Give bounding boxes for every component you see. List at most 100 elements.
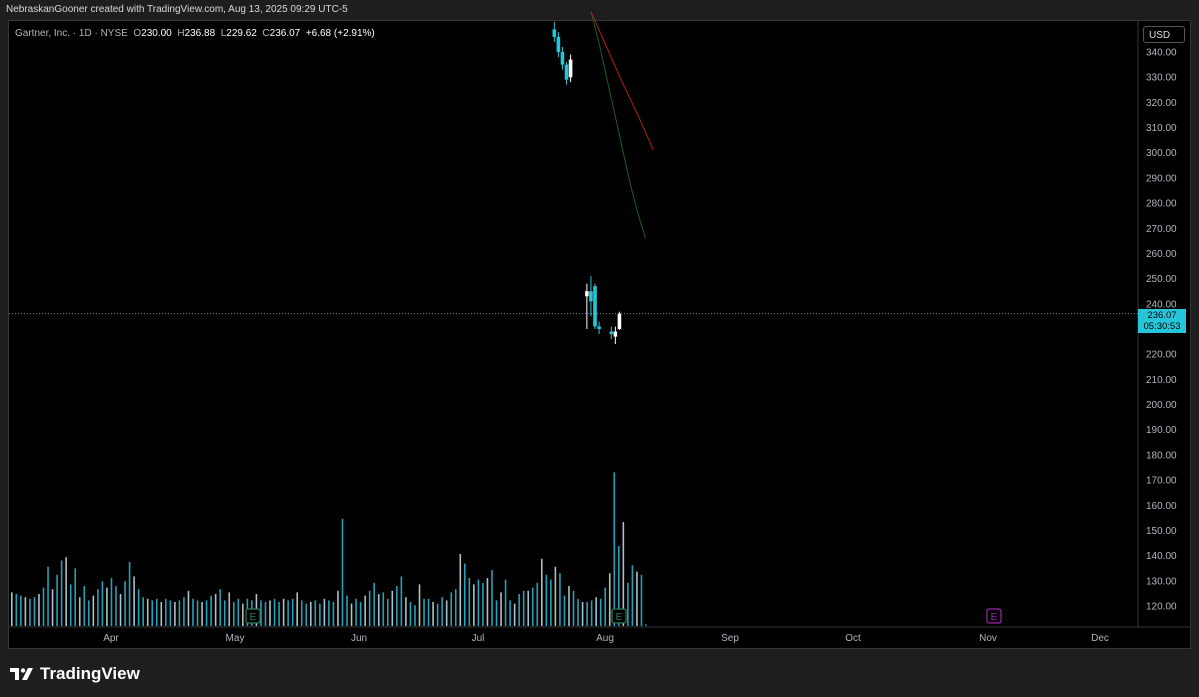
candle-body <box>609 331 614 335</box>
volume-bar <box>400 576 403 626</box>
volume-bar <box>590 600 593 626</box>
volume-bar <box>468 578 471 626</box>
volume-bar <box>97 589 99 626</box>
volume-bar <box>477 579 480 626</box>
volume-bar <box>142 597 144 626</box>
volume-bar <box>282 598 285 626</box>
earnings-marker-icon <box>611 608 627 624</box>
close-label: C <box>262 28 270 39</box>
low-value: 229.62 <box>226 28 257 39</box>
tradingview-logo-icon <box>10 668 33 680</box>
candle-body <box>597 326 601 329</box>
volume-bar <box>15 594 18 626</box>
volume-bar <box>577 598 579 626</box>
y-tick-label: 170.00 <box>1146 476 1177 487</box>
volume-bar <box>627 582 629 626</box>
y-tick-label: 240.00 <box>1146 299 1177 310</box>
volume-bar <box>414 605 416 626</box>
attribution-bar: NebraskanGooner created with TradingView… <box>0 0 1199 20</box>
volume-bar <box>88 600 90 626</box>
volume-bar <box>581 602 584 626</box>
earnings-marker-label: E <box>250 612 257 623</box>
volume-bar <box>491 570 493 626</box>
earnings-marker-label: E <box>616 612 623 623</box>
volume-bar <box>33 597 36 626</box>
volume-bar <box>386 598 389 626</box>
change-value: +6.68 (+2.91%) <box>305 28 375 39</box>
volume-bar <box>364 595 366 626</box>
x-tick-label: Apr <box>103 633 119 644</box>
volume-bar <box>178 600 181 626</box>
y-tick-label: 310.00 <box>1146 123 1177 134</box>
volume-bar <box>391 590 394 626</box>
volume-bar <box>232 602 235 626</box>
volume-bar <box>396 586 398 626</box>
volume-bar <box>165 598 167 626</box>
volume-bar <box>473 584 475 626</box>
volume-bar <box>323 598 326 626</box>
volume-bar <box>500 592 502 626</box>
volume-bar <box>459 554 462 626</box>
volume-bar <box>563 595 566 626</box>
volume-bar <box>559 573 561 626</box>
candle-body <box>613 331 618 337</box>
volume-bar <box>341 518 344 626</box>
y-tick-label: 270.00 <box>1146 224 1177 235</box>
volume-bar <box>287 600 289 626</box>
volume-bar <box>622 522 625 626</box>
volume-bar <box>445 600 448 626</box>
moving-average-fast-line <box>590 11 647 239</box>
volume-bar <box>504 579 507 626</box>
volume-bar <box>78 597 81 626</box>
volume-bar <box>631 565 634 626</box>
volume-bar <box>436 603 439 626</box>
volume-bar <box>599 598 602 626</box>
y-tick-label: 330.00 <box>1146 73 1177 84</box>
open-label: O <box>133 28 142 39</box>
chart-pane[interactable] <box>8 20 1191 649</box>
y-tick-label: 160.00 <box>1146 501 1177 512</box>
volume-bar <box>382 592 385 626</box>
brand-name: TradingView <box>40 664 140 683</box>
volume-bar <box>423 598 425 626</box>
volume-bar <box>377 594 380 626</box>
y-tick-label: 140.00 <box>1146 551 1177 562</box>
volume-bar <box>405 597 407 626</box>
x-tick-label: Dec <box>1091 633 1109 644</box>
high-value: 236.88 <box>184 28 216 39</box>
volume-bar <box>228 592 231 626</box>
y-tick-label: 210.00 <box>1146 375 1177 386</box>
candle-body <box>568 59 573 78</box>
volume-bar <box>137 589 140 626</box>
volume-bar <box>237 598 240 626</box>
volume-bar <box>155 598 158 626</box>
volume-bar <box>464 563 466 626</box>
volume-bar <box>486 578 489 626</box>
volume-bar <box>92 595 95 626</box>
volume-bar <box>346 595 348 626</box>
volume-bar <box>545 574 548 626</box>
volume-bar <box>454 589 457 626</box>
volume-bar <box>128 562 131 626</box>
volume-bar <box>106 587 108 626</box>
volume-bar <box>101 581 104 626</box>
volume-bar <box>640 574 643 626</box>
volume-bar <box>205 600 208 626</box>
y-tick-label: 190.00 <box>1146 425 1177 436</box>
volume-bar <box>355 598 357 626</box>
x-tick-label: May <box>226 633 245 644</box>
symbol-legend: Gartner, Inc. · 1D · NYSE O230.00 H236.8… <box>15 28 375 39</box>
volume-bar <box>38 594 40 626</box>
bar-countdown: 05:30:53 <box>1143 321 1181 332</box>
currency-button[interactable]: USD <box>1143 26 1185 43</box>
volume-bar <box>269 600 271 626</box>
volume-bar <box>124 581 126 626</box>
tradingview-brand[interactable]: TradingView <box>10 664 140 684</box>
volume-bar <box>450 592 453 626</box>
earnings-marker-icon <box>245 608 261 624</box>
volume-bar <box>427 598 430 626</box>
volume-bar <box>296 592 298 626</box>
volume-bar <box>328 600 330 626</box>
volume-bar <box>522 590 525 626</box>
